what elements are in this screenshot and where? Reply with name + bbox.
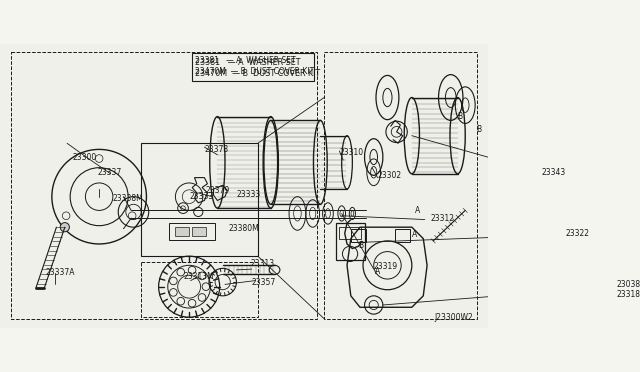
- Text: 23313M: 23313M: [183, 272, 214, 281]
- Text: 23318: 23318: [616, 290, 640, 299]
- Text: B: B: [458, 112, 463, 121]
- Bar: [335, 223, 365, 260]
- Text: A: A: [412, 230, 417, 239]
- Text: 23381   — A  WASHER SET: 23381 — A WASHER SET: [195, 57, 296, 65]
- Text: 23333: 23333: [189, 192, 213, 201]
- Text: 23312: 23312: [431, 214, 455, 222]
- Text: 23381   — A  WASHER SET: 23381 — A WASHER SET: [195, 58, 301, 67]
- Text: 23378: 23378: [204, 145, 228, 154]
- Bar: [170, 223, 215, 240]
- Text: 23300: 23300: [72, 153, 97, 161]
- Text: 23343: 23343: [541, 168, 566, 177]
- Bar: [175, 227, 189, 236]
- Text: 23357: 23357: [252, 278, 276, 286]
- Text: 23470M  — B  DUST COVER KIT: 23470M — B DUST COVER KIT: [195, 68, 321, 78]
- Text: 23338M: 23338M: [113, 194, 143, 203]
- Text: 23470M  — B  DUST COVER KIT: 23470M — B DUST COVER KIT: [195, 67, 314, 76]
- Text: J23300W2: J23300W2: [434, 313, 473, 322]
- Text: B: B: [476, 125, 481, 134]
- Text: 23380M: 23380M: [229, 224, 260, 233]
- Text: 23322: 23322: [566, 229, 590, 238]
- Text: 23337: 23337: [98, 168, 122, 177]
- Text: 23333: 23333: [236, 190, 260, 199]
- Bar: [395, 229, 410, 243]
- Bar: [351, 229, 366, 243]
- Circle shape: [60, 222, 69, 232]
- Text: 23379: 23379: [206, 186, 230, 195]
- Text: 23310: 23310: [339, 148, 364, 157]
- Text: B: B: [358, 241, 364, 250]
- Text: A: A: [375, 267, 381, 276]
- Text: 23302: 23302: [378, 171, 402, 180]
- Bar: [339, 227, 361, 238]
- Text: 23313: 23313: [250, 259, 275, 268]
- Bar: [192, 227, 206, 236]
- Text: 23038: 23038: [616, 280, 640, 289]
- Text: A: A: [415, 206, 420, 215]
- Text: 23337A: 23337A: [46, 269, 76, 278]
- Text: 23319: 23319: [374, 262, 398, 271]
